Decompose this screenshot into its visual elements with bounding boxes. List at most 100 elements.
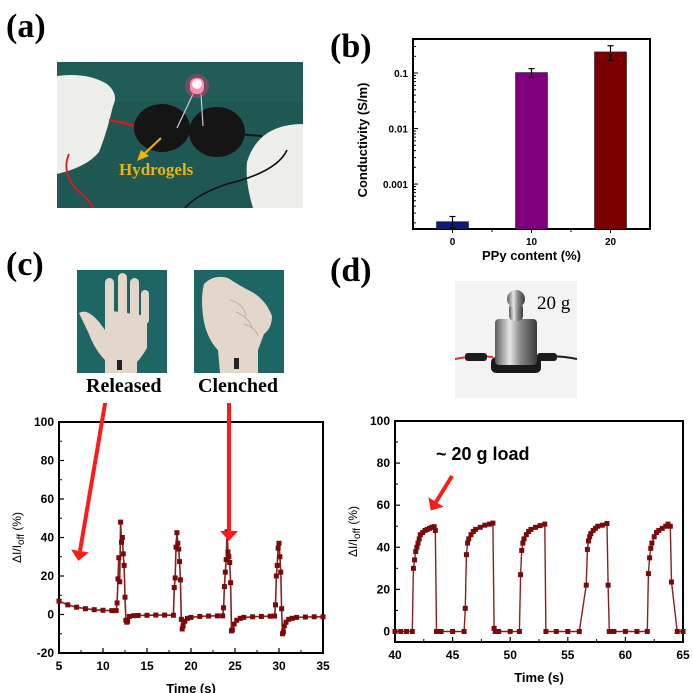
x-tick-label: 10	[96, 659, 110, 673]
data-point	[120, 551, 126, 557]
x-tick-label: 5	[56, 659, 63, 673]
data-point	[415, 540, 421, 546]
data-point	[117, 579, 123, 585]
data-point	[220, 613, 226, 619]
data-point	[171, 585, 177, 591]
annotation-arrow	[434, 474, 454, 504]
data-point	[272, 613, 278, 619]
data-point	[231, 621, 237, 627]
data-point	[583, 582, 589, 588]
data-point	[520, 540, 526, 546]
data-point	[586, 538, 592, 544]
data-point	[114, 600, 120, 606]
y-tick-label: 80	[41, 454, 55, 468]
x-tick-label: 25	[228, 659, 242, 673]
hydrogel-left	[134, 104, 190, 152]
data-point	[599, 522, 605, 528]
data-point	[174, 530, 180, 536]
data-point	[82, 606, 88, 612]
data-point	[221, 605, 227, 611]
data-point	[277, 554, 283, 560]
y-axis-label-main: ΔI/I	[10, 545, 24, 563]
hand-clenched-illustration	[194, 270, 284, 373]
data-point	[491, 625, 497, 631]
data-point	[414, 544, 420, 550]
data-point	[523, 532, 529, 538]
y-tick-label: 20	[377, 582, 391, 596]
data-point	[565, 628, 571, 634]
arrow-head	[220, 531, 238, 541]
data-point	[667, 523, 673, 529]
y-tick-label: 80	[377, 456, 391, 470]
data-point	[118, 519, 124, 525]
data-point	[302, 614, 308, 620]
data-point	[311, 614, 317, 620]
y-tick-label: 60	[377, 498, 391, 512]
y-axis-label-main: ΔI/I	[348, 539, 360, 557]
data-point	[482, 522, 488, 528]
data-point	[178, 616, 184, 622]
data-point	[182, 618, 188, 624]
data-point	[276, 540, 282, 546]
data-point	[144, 612, 150, 618]
x-axis-label: PPy content (%)	[482, 248, 581, 262]
y-tick-label: 0.01	[389, 125, 409, 136]
data-point	[280, 629, 286, 635]
data-point	[413, 548, 419, 554]
y-tick-label: 0.001	[383, 180, 408, 191]
chart-load-response: 0 20 40 60 80 100 40 45 50 55 60 65 Time (s) ΔI/Ioff …	[348, 414, 690, 685]
panel-label-d: (d)	[330, 252, 372, 289]
data-point	[250, 614, 256, 620]
panel-label-a: (a)	[6, 8, 46, 45]
data-point	[320, 614, 326, 620]
data-point	[528, 526, 534, 532]
data-point	[214, 613, 220, 619]
x-tick-label: 60	[619, 648, 633, 662]
data-point	[468, 532, 474, 538]
data-point	[119, 535, 125, 540]
data-point	[184, 615, 190, 621]
y-axis-label: ΔI/Ioff (%)	[348, 506, 363, 557]
data-point	[438, 628, 444, 634]
data-point	[281, 623, 287, 629]
led-circuit-illustration	[57, 62, 303, 208]
x-tick-label: 20	[605, 237, 617, 248]
annotation-arrow	[78, 403, 108, 552]
data-point	[490, 520, 496, 526]
data-point	[188, 614, 194, 620]
x-tick-label: 35	[316, 659, 330, 673]
data-point	[65, 602, 71, 608]
x-tick-label: 20	[184, 659, 198, 673]
data-point	[177, 577, 183, 583]
data-point	[162, 612, 168, 618]
weight-illustration	[455, 281, 577, 398]
data-point	[113, 608, 119, 614]
data-point	[647, 555, 653, 561]
data-point	[286, 616, 292, 622]
photo-hand-clenched	[194, 270, 284, 373]
y-axis-label: Conductivity (S/m)	[355, 83, 370, 198]
x-tick-label: 65	[676, 648, 690, 662]
data-point	[611, 628, 617, 634]
y-tick-label: 100	[34, 415, 54, 429]
data-point	[227, 560, 233, 566]
hand-released-illustration	[77, 270, 167, 373]
data-point	[122, 594, 128, 600]
x-tick-label: 55	[561, 648, 575, 662]
data-point	[462, 605, 468, 611]
y-tick-label: 0.1	[394, 69, 408, 80]
data-point	[649, 540, 655, 546]
data-point	[584, 546, 590, 552]
data-point	[659, 525, 665, 531]
x-tick-label: 15	[140, 659, 154, 673]
data-point	[283, 619, 289, 625]
data-point	[100, 607, 106, 613]
data-point	[274, 562, 280, 568]
data-point	[605, 582, 611, 588]
bar-10	[515, 72, 548, 230]
data-point	[206, 613, 212, 619]
data-point	[121, 562, 127, 568]
data-point	[622, 628, 628, 634]
data-point	[606, 628, 612, 634]
y-tick-label: 40	[377, 540, 391, 554]
